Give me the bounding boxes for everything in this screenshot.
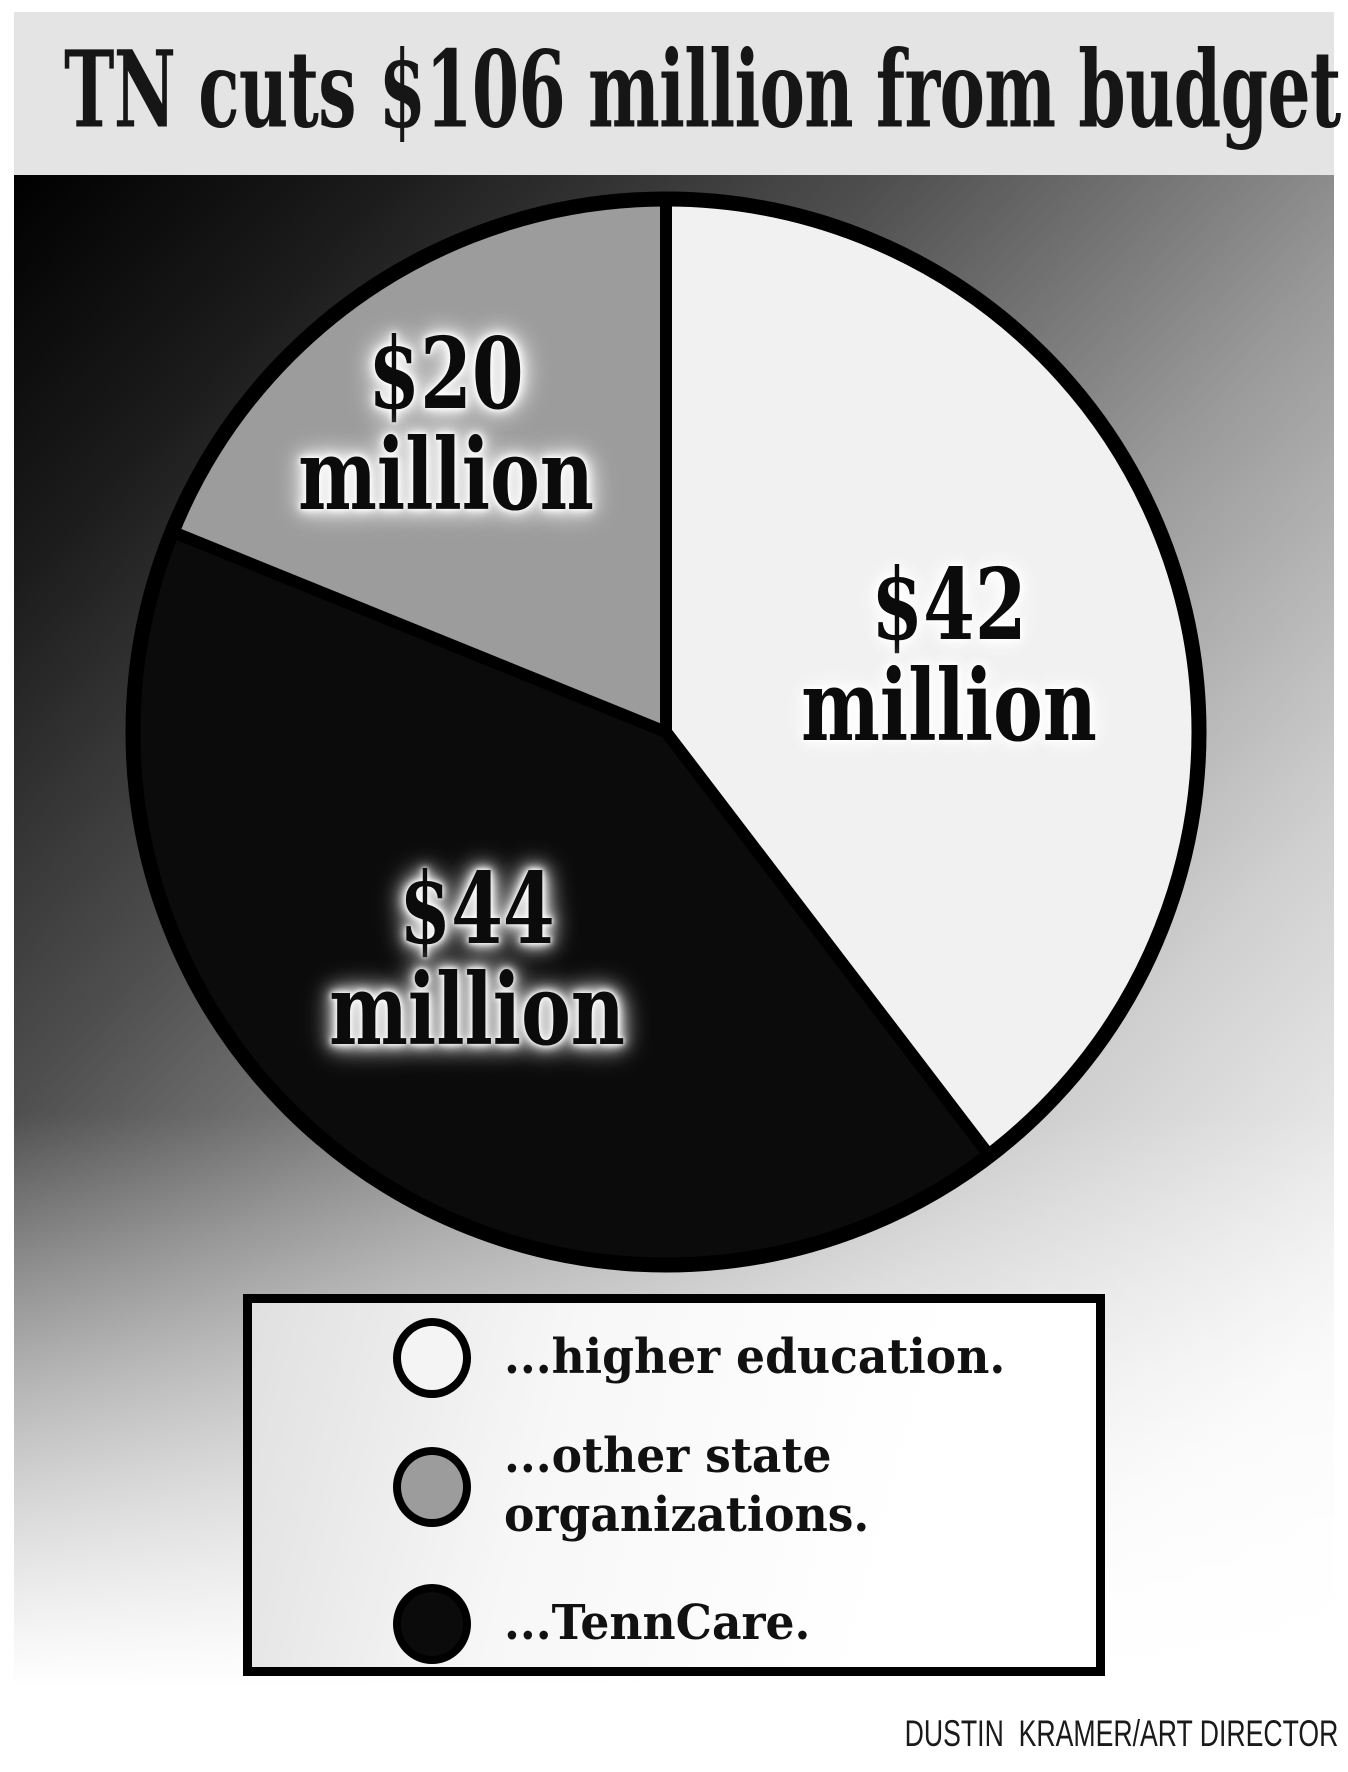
credit-byline: DUSTIN KRAMER/ART DIRECTOR	[904, 1713, 1338, 1754]
slice-unit: million	[298, 418, 594, 533]
slice-value: $42	[871, 548, 1027, 663]
slice-unit: million	[801, 649, 1097, 764]
legend-line: ...TennCare.	[504, 1595, 811, 1651]
legend-label-other-state-organizations: ...other state organizations.	[504, 1427, 869, 1545]
legend-swatch-black-circle-icon	[393, 1584, 471, 1664]
legend-line: ...higher education.	[504, 1329, 1006, 1385]
legend-label-higher-education: ...higher education.	[504, 1328, 1005, 1387]
legend-label-tenncare: ...TennCare.	[504, 1594, 810, 1653]
legend-swatch-white-circle-icon	[393, 1318, 471, 1398]
slice-value: $20	[368, 317, 524, 432]
legend-box: ...higher education. ...other state orga…	[243, 1294, 1105, 1676]
slice-unit: million	[329, 953, 625, 1068]
chart-panel: $20 million $42 million $44 million ...h…	[14, 175, 1334, 1688]
slice-value: $44	[399, 852, 555, 967]
pie-chart	[125, 191, 1207, 1273]
pie-outline-ring	[125, 191, 1207, 1273]
legend-swatch-gray-circle-icon	[393, 1447, 471, 1527]
slice-label-higher-education: $42 million	[801, 555, 1097, 757]
legend-line: organizations.	[504, 1487, 870, 1543]
legend-line: ...other state	[504, 1428, 832, 1484]
slice-label-other-state: $20 million	[298, 324, 594, 526]
page-title: TN cuts $106 million from budget	[64, 26, 1341, 151]
title-bar: TN cuts $106 million from budget	[14, 12, 1341, 175]
slice-label-tenncare: $44 million	[329, 859, 625, 1061]
